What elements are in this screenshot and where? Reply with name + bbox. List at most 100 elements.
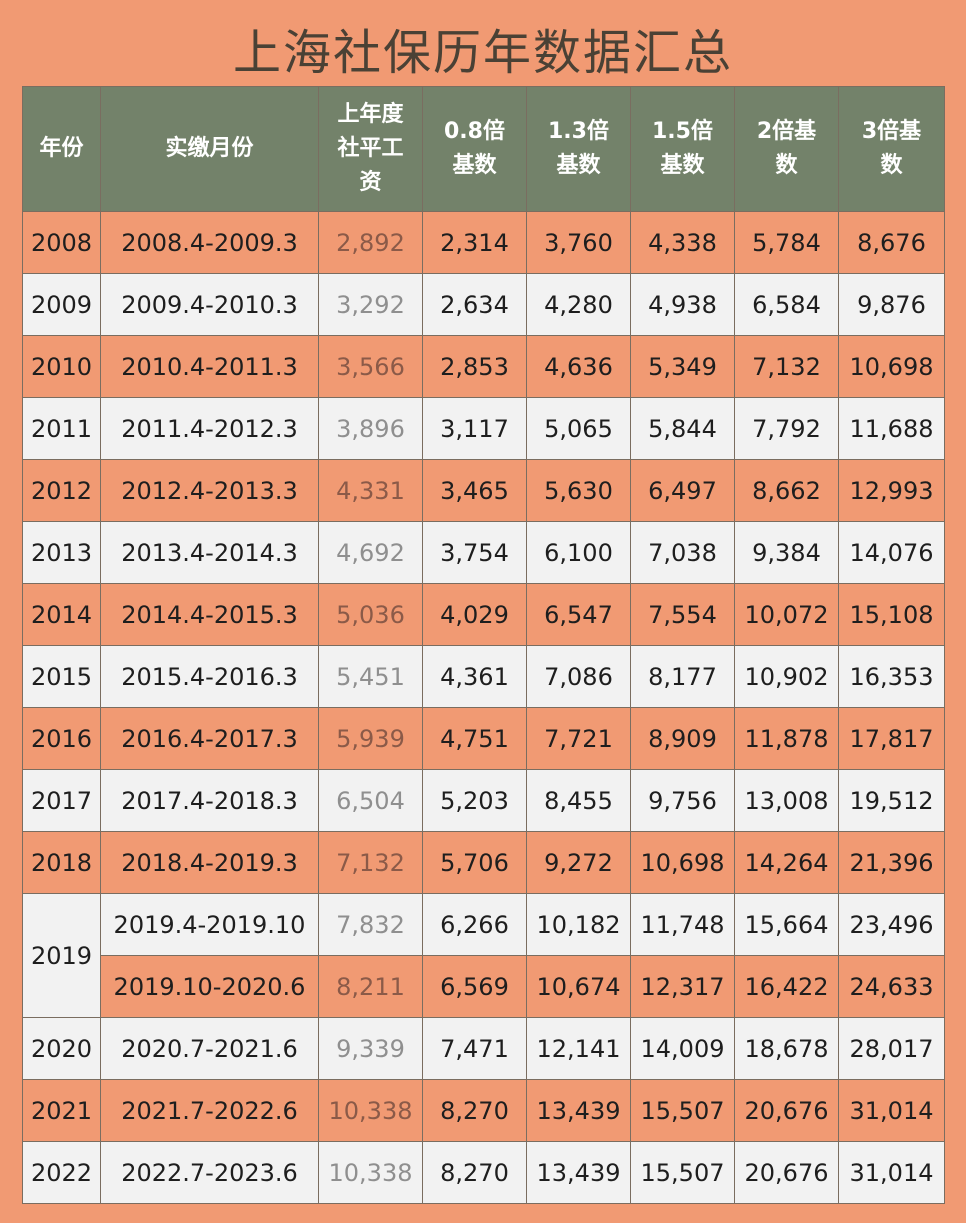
base-1.5x-cell: 4,338 — [630, 211, 735, 274]
year-cell: 2020 — [22, 1017, 101, 1080]
base-0.8x-cell: 4,029 — [422, 583, 527, 646]
avg-wage-cell: 9,339 — [318, 1017, 423, 1080]
base-3x-cell: 31,014 — [838, 1079, 945, 1142]
base-3x-cell: 17,817 — [838, 707, 945, 770]
base-1.3x-cell: 3,760 — [526, 211, 631, 274]
year-cell: 2012 — [22, 459, 101, 522]
base-3x-cell: 14,076 — [838, 521, 945, 584]
year-cell: 2017 — [22, 769, 101, 832]
base-1.5x-cell: 15,507 — [630, 1079, 735, 1142]
table-row: 2016 2016.4-2017.3 5,939 4,751 7,721 8,909 11,… — [22, 707, 945, 770]
year-cell: 2014 — [22, 583, 101, 646]
base-1.5x-cell: 11,748 — [630, 893, 735, 956]
period-cell: 2016.4-2017.3 — [100, 707, 319, 770]
base-0.8x-cell: 7,471 — [422, 1017, 527, 1080]
header-year: 年份 — [22, 86, 101, 212]
base-2x-cell: 13,008 — [734, 769, 839, 832]
avg-wage-cell: 5,939 — [318, 707, 423, 770]
base-0.8x-cell: 6,569 — [422, 955, 527, 1018]
base-3x-cell: 31,014 — [838, 1141, 945, 1204]
base-1.3x-cell: 5,630 — [526, 459, 631, 522]
year-cell: 2015 — [22, 645, 101, 708]
base-2x-cell: 8,662 — [734, 459, 839, 522]
social-security-table: 年份 实缴月份 上年度社平工资 0.8倍基数 1.3倍基数 1.5倍基数 2倍基… — [22, 86, 945, 1204]
base-1.3x-cell: 10,182 — [526, 893, 631, 956]
base-3x-cell: 16,353 — [838, 645, 945, 708]
base-1.3x-cell: 8,455 — [526, 769, 631, 832]
period-cell: 2020.7-2021.6 — [100, 1017, 319, 1080]
base-3x-cell: 12,993 — [838, 459, 945, 522]
year-cell: 2021 — [22, 1079, 101, 1142]
base-2x-cell: 7,132 — [734, 335, 839, 398]
base-1.3x-cell: 6,547 — [526, 583, 631, 646]
base-0.8x-cell: 8,270 — [422, 1079, 527, 1142]
table-row: 2018 2018.4-2019.3 7,132 5,706 9,272 10,698 14… — [22, 831, 945, 894]
header-1.3x: 1.3倍基数 — [526, 86, 631, 212]
base-0.8x-cell: 2,853 — [422, 335, 527, 398]
base-3x-cell: 24,633 — [838, 955, 945, 1018]
table-row: 2013 2013.4-2014.3 4,692 3,754 6,100 7,038 9,3… — [22, 521, 945, 584]
table-row: 2015 2015.4-2016.3 5,451 4,361 7,086 8,177 10,… — [22, 645, 945, 708]
avg-wage-cell: 3,566 — [318, 335, 423, 398]
table-row: 2009 2009.4-2010.3 3,292 2,634 4,280 4,938 6,5… — [22, 273, 945, 336]
base-3x-cell: 11,688 — [838, 397, 945, 460]
base-0.8x-cell: 5,706 — [422, 831, 527, 894]
base-1.5x-cell: 8,177 — [630, 645, 735, 708]
base-3x-cell: 9,876 — [838, 273, 945, 336]
period-cell: 2014.4-2015.3 — [100, 583, 319, 646]
base-1.3x-cell: 12,141 — [526, 1017, 631, 1080]
table-row: 2019.10-2020.6 8,211 6,569 10,674 12,317 16,4… — [23, 955, 945, 1018]
table-row: 2014 2014.4-2015.3 5,036 4,029 6,547 7,554 10,… — [22, 583, 945, 646]
base-0.8x-cell: 3,465 — [422, 459, 527, 522]
base-0.8x-cell: 3,754 — [422, 521, 527, 584]
period-cell: 2012.4-2013.3 — [100, 459, 319, 522]
base-2x-cell: 15,664 — [734, 893, 839, 956]
base-1.5x-cell: 7,038 — [630, 521, 735, 584]
avg-wage-cell: 5,451 — [318, 645, 423, 708]
base-1.5x-cell: 6,497 — [630, 459, 735, 522]
period-cell: 2015.4-2016.3 — [100, 645, 319, 708]
base-3x-cell: 21,396 — [838, 831, 945, 894]
period-cell: 2009.4-2010.3 — [100, 273, 319, 336]
base-3x-cell: 15,108 — [838, 583, 945, 646]
base-1.3x-cell: 4,636 — [526, 335, 631, 398]
base-1.5x-cell: 5,844 — [630, 397, 735, 460]
table-row: 2020 2020.7-2021.6 9,339 7,471 12,141 14,009 1… — [22, 1017, 945, 1080]
base-3x-cell: 19,512 — [838, 769, 945, 832]
avg-wage-cell: 4,331 — [318, 459, 423, 522]
year-cell: 2018 — [22, 831, 101, 894]
year-cell: 2013 — [22, 521, 101, 584]
base-2x-cell: 7,792 — [734, 397, 839, 460]
period-cell: 2017.4-2018.3 — [100, 769, 319, 832]
base-1.5x-cell: 9,756 — [630, 769, 735, 832]
base-2x-cell: 20,676 — [734, 1141, 839, 1204]
base-2x-cell: 9,384 — [734, 521, 839, 584]
table-row: 2022 2022.7-2023.6 10,338 8,270 13,439 15,507… — [22, 1141, 945, 1204]
base-1.5x-cell: 10,698 — [630, 831, 735, 894]
period-cell: 2013.4-2014.3 — [100, 521, 319, 584]
base-1.5x-cell: 8,909 — [630, 707, 735, 770]
base-0.8x-cell: 2,314 — [422, 211, 527, 274]
base-3x-cell: 23,496 — [838, 893, 945, 956]
avg-wage-cell: 7,832 — [318, 893, 423, 956]
header-row: 年份 实缴月份 上年度社平工资 0.8倍基数 1.3倍基数 1.5倍基数 2倍基… — [22, 86, 945, 212]
base-1.5x-cell: 7,554 — [630, 583, 735, 646]
base-2x-cell: 6,584 — [734, 273, 839, 336]
avg-wage-cell: 2,892 — [318, 211, 423, 274]
avg-wage-cell: 7,132 — [318, 831, 423, 894]
period-cell: 2010.4-2011.3 — [100, 335, 319, 398]
header-2x: 2倍基数 — [734, 86, 839, 212]
base-0.8x-cell: 4,361 — [422, 645, 527, 708]
avg-wage-cell: 5,036 — [318, 583, 423, 646]
base-3x-cell: 10,698 — [838, 335, 945, 398]
base-2x-cell: 18,678 — [734, 1017, 839, 1080]
year-cell: 2010 — [22, 335, 101, 398]
period-cell: 2011.4-2012.3 — [100, 397, 319, 460]
year-cell: 2008 — [22, 211, 101, 274]
table-row: 2021 2021.7-2022.6 10,338 8,270 13,439 15,507… — [22, 1079, 945, 1142]
table-row: 2010 2010.4-2011.3 3,566 2,853 4,636 5,349 7,1… — [22, 335, 945, 398]
avg-wage-cell: 6,504 — [318, 769, 423, 832]
base-1.3x-cell: 7,721 — [526, 707, 631, 770]
base-2x-cell: 20,676 — [734, 1079, 839, 1142]
period-cell: 2021.7-2022.6 — [100, 1079, 319, 1142]
